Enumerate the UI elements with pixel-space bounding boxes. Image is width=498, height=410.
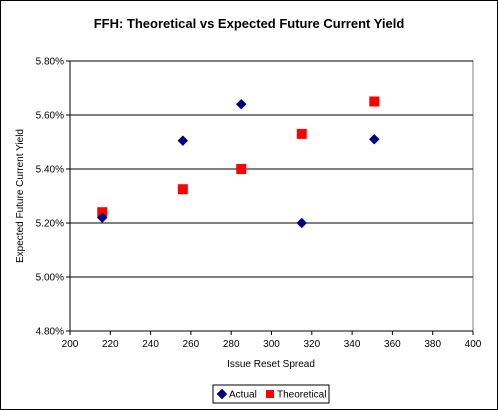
actual-point (296, 217, 308, 229)
legend-label-theoretical: Theoretical (277, 390, 326, 401)
y-tick-label: 5.20% (36, 219, 64, 230)
theoretical-point (296, 128, 307, 139)
x-tick-label: 380 (424, 339, 441, 350)
x-axis-label: Issue Reset Spread (227, 359, 315, 370)
x-tick-label: 320 (303, 339, 320, 350)
y-tick-labels: 4.80% 5.00% 5.20% 5.40% 5.60% 5.80% (36, 57, 64, 338)
y-tick-label: 5.60% (36, 111, 64, 122)
legend: Actual Theoretical (212, 384, 330, 404)
x-tick-label: 240 (142, 339, 159, 350)
legend-marker-theoretical (266, 390, 274, 398)
grid-lines (70, 60, 473, 278)
chart-title: FFH: Theoretical vs Expected Future Curr… (94, 16, 405, 31)
x-tick-label: 360 (384, 339, 401, 350)
theoretical-point (97, 207, 108, 218)
x-tick-label: 300 (263, 339, 280, 350)
axes (66, 60, 474, 335)
plot-area (69, 60, 474, 332)
theoretical-point (177, 184, 188, 195)
legend-label-actual: Actual (229, 390, 257, 401)
actual-point (96, 212, 108, 223)
y-tick-label: 5.40% (36, 165, 64, 176)
legend-marker-actual (216, 388, 228, 400)
x-tick-label: 200 (62, 339, 79, 350)
y-tick-label: 5.00% (36, 273, 64, 284)
y-axis-label: Expected Future Current Yield (15, 129, 26, 263)
y-tick-label: 4.80% (36, 327, 64, 338)
actual-point (177, 135, 189, 147)
theoretical-point (369, 96, 380, 107)
x-tick-label: 280 (223, 339, 240, 350)
data-points (96, 96, 380, 229)
theoretical-point (236, 164, 247, 174)
x-tick-label: 400 (465, 339, 482, 350)
y-tick-label: 5.80% (36, 57, 64, 68)
x-tick-labels: 200 220 240 260 280 300 320 340 360 380 400 (62, 339, 482, 350)
actual-point (368, 133, 380, 145)
actual-point (235, 98, 247, 110)
x-tick-label: 340 (344, 339, 361, 350)
x-tick-label: 260 (183, 339, 200, 350)
x-tick-label: 220 (102, 339, 119, 350)
